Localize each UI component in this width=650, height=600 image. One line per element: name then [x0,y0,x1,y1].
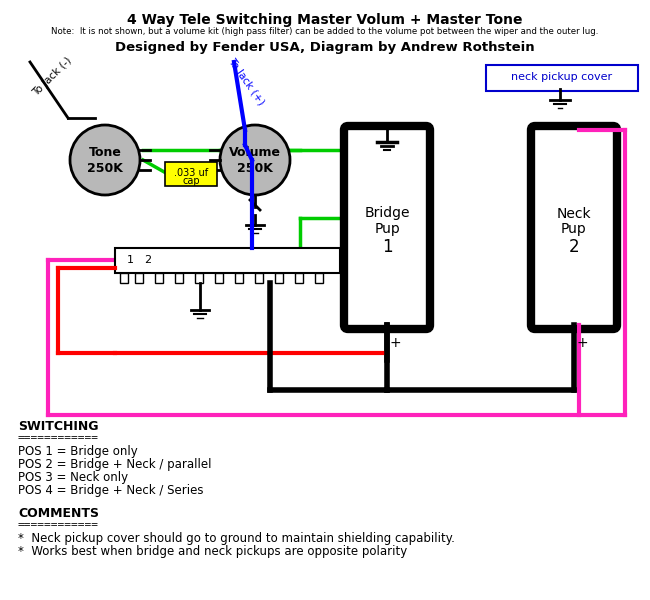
Text: *  Neck pickup cover should go to ground to maintain shielding capability.: * Neck pickup cover should go to ground … [18,532,455,545]
Text: COMMENTS: COMMENTS [18,507,99,520]
Text: Tone: Tone [88,145,122,158]
Text: POS 4 = Bridge + Neck / Series: POS 4 = Bridge + Neck / Series [18,484,203,497]
Text: SWITCHING: SWITCHING [18,420,99,433]
Circle shape [220,125,290,195]
Circle shape [70,125,140,195]
Text: Designed by Fender USA, Diagram by Andrew Rothstein: Designed by Fender USA, Diagram by Andre… [115,41,535,54]
Text: +: + [389,336,401,350]
Text: Volume: Volume [229,145,281,158]
Bar [275,273,283,283]
FancyBboxPatch shape [531,126,617,329]
Text: Pup: Pup [374,223,400,236]
Bar [295,273,303,283]
Text: POS 2 = Bridge + Neck / parallel: POS 2 = Bridge + Neck / parallel [18,458,211,471]
Text: Note:  It is not shown, but a volume kit (high pass filter) can be added to the : Note: It is not shown, but a volume kit … [51,27,599,36]
Text: Neck: Neck [556,206,592,220]
FancyBboxPatch shape [165,162,217,186]
Text: ============: ============ [18,520,99,530]
Bar [155,273,163,283]
Text: To Jack (+): To Jack (+) [226,56,266,107]
FancyBboxPatch shape [344,126,430,329]
Text: Bridge: Bridge [364,206,410,220]
Text: POS 1 = Bridge only: POS 1 = Bridge only [18,445,138,458]
Bar [315,273,323,283]
Text: POS 3 = Neck only: POS 3 = Neck only [18,471,128,484]
Text: To Jack (-): To Jack (-) [31,56,73,98]
Text: 1: 1 [382,238,393,257]
Text: 250K: 250K [87,161,123,175]
Bar [135,273,143,283]
Text: 250K: 250K [237,161,273,175]
Bar [175,273,183,283]
FancyBboxPatch shape [486,65,638,91]
Text: .033 uf: .033 uf [174,168,208,178]
Text: 2: 2 [569,238,579,257]
Bar [255,273,263,283]
Text: 4 Way Tele Switching Master Volum + Master Tone: 4 Way Tele Switching Master Volum + Mast… [127,13,523,27]
Text: cap: cap [182,176,200,186]
Text: ============: ============ [18,433,99,443]
Text: 1: 1 [127,255,133,265]
Bar [120,273,128,283]
Bar [195,273,203,283]
Text: *  Works best when bridge and neck pickups are opposite polarity: * Works best when bridge and neck pickup… [18,545,408,558]
Text: 2: 2 [144,255,151,265]
Bar [215,273,223,283]
Text: +: + [576,336,588,350]
Text: Pup: Pup [561,223,587,236]
Bar [235,273,243,283]
Text: neck pickup cover: neck pickup cover [512,72,612,82]
Bar [115,248,340,273]
